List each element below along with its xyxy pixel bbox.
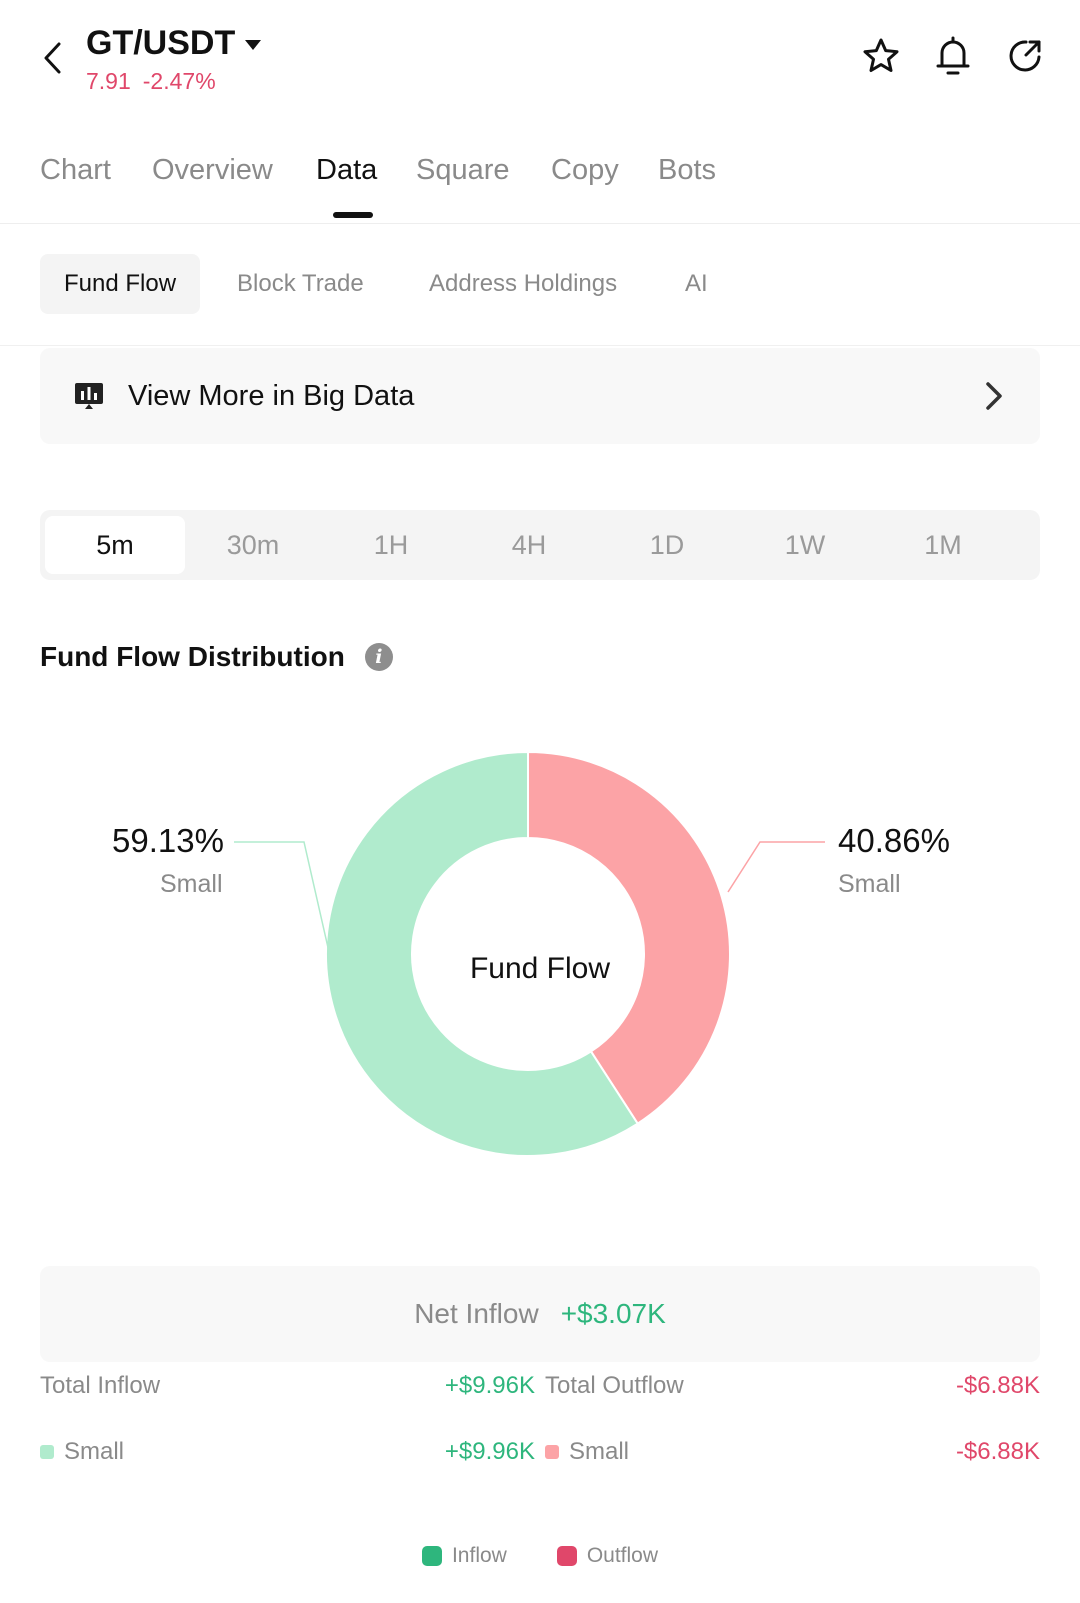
big-data-label: View More in Big Data xyxy=(128,379,415,412)
totals-row: Total Inflow +$9.96K Total Outflow -$6.8… xyxy=(40,1372,1040,1412)
header: GT/USDT 7.91 -2.47% xyxy=(0,0,1080,120)
tab-overview[interactable]: Overview xyxy=(152,154,273,186)
subtab-fund-flow[interactable]: Fund Flow xyxy=(40,254,201,314)
donut-svg xyxy=(234,750,825,1157)
tab-square[interactable]: Square xyxy=(416,154,510,186)
leader-line-outflow xyxy=(727,841,825,893)
fund-flow-donut-chart: 59.13% Small 40.86% Small Fund Flow xyxy=(0,740,1080,1200)
main-tabs: Chart Overview Data Square Copy Bots xyxy=(0,140,1080,224)
timeframe-1m[interactable]: 1M xyxy=(924,530,962,560)
presentation-chart-icon xyxy=(75,383,103,409)
inflow-small-label: Small xyxy=(64,1438,125,1465)
favorite-button[interactable] xyxy=(862,36,900,76)
pair-selector[interactable]: GT/USDT xyxy=(86,24,262,63)
legend-outflow-label: Outflow xyxy=(586,1544,659,1567)
bell-icon xyxy=(936,36,970,75)
timeframe-1d[interactable]: 1D xyxy=(649,530,685,560)
subtab-address-holdings[interactable]: Address Holdings xyxy=(429,270,618,297)
tab-chart[interactable]: Chart xyxy=(40,154,111,186)
chevron-right-icon xyxy=(986,382,1002,410)
header-actions xyxy=(862,36,1044,76)
inflow-swatch xyxy=(40,1445,54,1459)
total-outflow-label: Total Outflow xyxy=(545,1372,684,1399)
price-row: 7.91 -2.47% xyxy=(86,68,216,95)
timeframe-5m[interactable]: 5m xyxy=(45,516,185,574)
net-inflow-value: +$3.07K xyxy=(560,1298,666,1329)
net-inflow-label: Net Inflow xyxy=(414,1298,539,1329)
price-change: -2.47% xyxy=(142,68,216,94)
donut-slice-outflow[interactable] xyxy=(527,750,731,1126)
alert-button[interactable] xyxy=(934,36,972,76)
donut-slice-inflow[interactable] xyxy=(325,750,640,1157)
total-outflow-value: -$6.88K xyxy=(955,1372,1040,1399)
timeframe-selector: 5m 30m 1H 4H 1D 1W 1M xyxy=(40,510,1040,580)
total-inflow-label: Total Inflow xyxy=(40,1372,161,1399)
subtab-block-trade[interactable]: Block Trade xyxy=(237,270,364,297)
sub-tabs: Fund Flow Block Trade Address Holdings A… xyxy=(0,224,1080,346)
share-icon xyxy=(1009,40,1041,72)
legend-outflow-swatch xyxy=(556,1546,577,1566)
small-row: Small +$9.96K Small -$6.88K xyxy=(40,1438,1040,1478)
inflow-percent-label: 59.13% xyxy=(112,822,224,859)
leader-line-inflow xyxy=(234,841,335,975)
outflow-percent-label: 40.86% xyxy=(838,822,950,859)
legend-inflow-swatch xyxy=(421,1546,442,1566)
pair-title: GT/USDT xyxy=(86,24,236,62)
outflow-small-value: -$6.88K xyxy=(955,1438,1040,1465)
section-title-text: Fund Flow Distribution xyxy=(40,641,345,672)
timeframe-1h[interactable]: 1H xyxy=(373,530,409,560)
back-button[interactable] xyxy=(36,38,70,78)
outflow-small-item: Small xyxy=(545,1438,629,1466)
last-price: 7.91 xyxy=(86,68,131,94)
big-data-banner[interactable]: View More in Big Data xyxy=(40,348,1040,444)
inflow-small-value: +$9.96K xyxy=(444,1438,535,1465)
active-tab-indicator xyxy=(333,212,373,218)
section-title: Fund Flow Distribution i xyxy=(40,641,393,673)
donut-center-label: Fund Flow xyxy=(469,952,611,985)
legend-inflow[interactable]: Inflow xyxy=(421,1536,507,1576)
outflow-swatch xyxy=(545,1445,559,1459)
tab-data[interactable]: Data xyxy=(316,154,378,186)
timeframe-4h[interactable]: 4H xyxy=(511,530,547,560)
inflow-category-label: Small xyxy=(160,870,223,898)
inflow-small-item: Small xyxy=(40,1438,124,1466)
outflow-small-label: Small xyxy=(569,1438,630,1465)
share-button[interactable] xyxy=(1006,36,1044,76)
legend-inflow-label: Inflow xyxy=(451,1544,507,1567)
subtab-ai[interactable]: AI xyxy=(685,270,708,297)
timeframe-1w[interactable]: 1W xyxy=(784,530,826,560)
tab-bots[interactable]: Bots xyxy=(658,154,717,186)
chart-legend: Inflow Outflow xyxy=(0,1536,1080,1576)
caret-down-icon xyxy=(245,39,262,50)
outflow-category-label: Small xyxy=(838,870,901,898)
total-inflow-value: +$9.96K xyxy=(444,1372,535,1399)
info-icon[interactable]: i xyxy=(364,643,393,671)
tab-copy[interactable]: Copy xyxy=(551,154,619,186)
timeframe-30m[interactable]: 30m xyxy=(226,530,280,560)
legend-outflow[interactable]: Outflow xyxy=(556,1536,659,1576)
star-icon xyxy=(863,38,899,72)
net-inflow-card: Net Inflow +$3.07K xyxy=(40,1266,1040,1362)
chevron-left-icon xyxy=(44,42,61,74)
